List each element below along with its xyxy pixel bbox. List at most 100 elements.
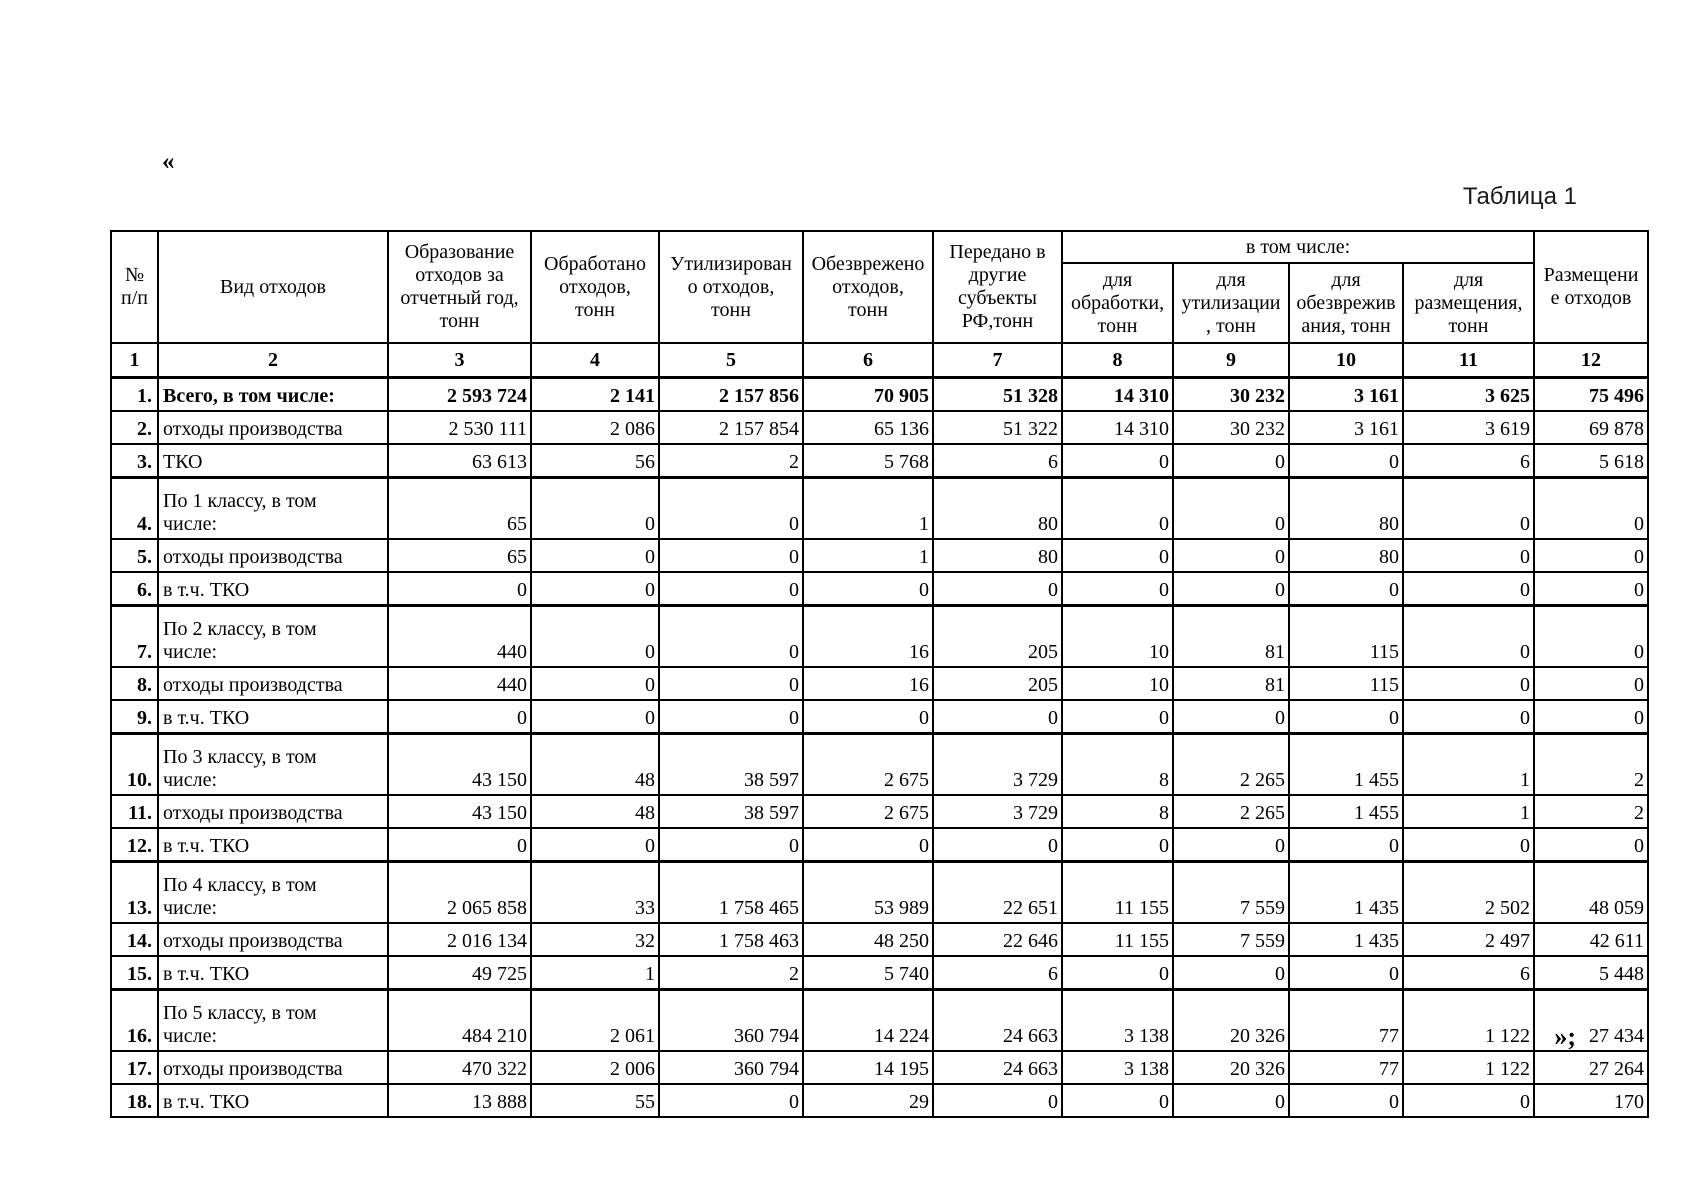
value-cell: 5 740 — [802, 955, 934, 991]
table-row: 18. в т.ч. ТКО 13 888 55 0 29 0 0 0 0 0 170 — [110, 1083, 1649, 1118]
header-row-main: № п/п Вид отходов Образование отходов за… — [110, 230, 1649, 344]
value-cell: 0 — [1061, 955, 1174, 991]
value-cell: 53 989 — [802, 860, 934, 924]
value-cell: 2 006 — [530, 1050, 660, 1085]
value-cell: 0 — [1172, 699, 1290, 735]
value-cell: 22 646 — [932, 922, 1063, 957]
value-cell: 1 455 — [1288, 794, 1404, 829]
column-number-cell: 5 — [658, 342, 804, 379]
waste-type-cell: отходы производства — [157, 666, 389, 701]
value-cell: 81 — [1172, 666, 1290, 701]
column-number-cell: 12 — [1533, 342, 1649, 379]
value-cell: 48 — [530, 794, 660, 829]
value-cell: 170 — [1533, 1083, 1649, 1118]
value-cell: 3 161 — [1288, 410, 1404, 445]
value-cell: 1 435 — [1288, 922, 1404, 957]
waste-type-cell: в т.ч. ТКО — [157, 571, 389, 607]
value-cell: 205 — [932, 666, 1063, 701]
value-cell: 16 — [802, 604, 934, 668]
value-cell: 65 — [387, 476, 532, 540]
waste-type-cell: По 1 классу, в том числе: — [157, 476, 389, 540]
waste-type-cell: в т.ч. ТКО — [157, 1083, 389, 1118]
value-cell: 1 — [802, 476, 934, 540]
value-cell: 0 — [1533, 604, 1649, 668]
value-cell: 2 141 — [530, 376, 660, 412]
value-cell: 0 — [530, 827, 660, 863]
table-row: 11. отходы производства 43 150 48 38 597 2 67… — [110, 794, 1649, 829]
column-number-cell: 6 — [802, 342, 934, 379]
value-cell: 360 794 — [658, 988, 804, 1052]
value-cell: 205 — [932, 604, 1063, 668]
waste-type-cell: По 3 классу, в том числе: — [157, 732, 389, 796]
waste-type-cell: отходы производства — [157, 794, 389, 829]
value-cell: 43 150 — [387, 794, 532, 829]
value-cell: 0 — [658, 604, 804, 668]
value-cell: 0 — [932, 699, 1063, 735]
value-cell: 0 — [658, 1083, 804, 1118]
value-cell: 115 — [1288, 666, 1404, 701]
table-row: 8. отходы производства 440 0 0 16 205 10 81 115 0 0 — [110, 666, 1649, 701]
value-cell: 2 265 — [1172, 794, 1290, 829]
value-cell: 48 250 — [802, 922, 934, 957]
value-cell: 0 — [658, 571, 804, 607]
value-cell: 0 — [802, 827, 934, 863]
value-cell: 8 — [1061, 794, 1174, 829]
value-cell: 0 — [530, 699, 660, 735]
value-cell: 0 — [1288, 443, 1404, 479]
value-cell: 1 122 — [1402, 1050, 1535, 1085]
value-cell: 1 122 — [1402, 988, 1535, 1052]
value-cell: 115 — [1288, 604, 1404, 668]
value-cell: 65 136 — [802, 410, 934, 445]
value-cell: 2 — [658, 443, 804, 479]
value-cell: 0 — [1288, 827, 1404, 863]
value-cell: 0 — [1172, 955, 1290, 991]
value-cell: 0 — [1402, 476, 1535, 540]
value-cell: 1 435 — [1288, 860, 1404, 924]
table-row: 16. По 5 классу, в том числе: 484 210 2 061… — [110, 988, 1649, 1052]
col-header-neutralized: Обезврежено отходов, тонн — [802, 230, 934, 344]
value-cell: 360 794 — [658, 1050, 804, 1085]
value-cell: 63 613 — [387, 443, 532, 479]
value-cell: 48 059 — [1533, 860, 1649, 924]
row-number-cell: 16. — [110, 988, 159, 1052]
col-header-utilized: Утилизирован о отходов, тонн — [658, 230, 804, 344]
header-row-sub: для обработки, тонн для утилизации , тон… — [111, 262, 1648, 344]
value-cell: 38 597 — [658, 732, 804, 796]
row-number-cell: 12. — [110, 827, 159, 863]
value-cell: 0 — [1533, 538, 1649, 573]
row-number-cell: 3. — [110, 443, 159, 479]
value-cell: 80 — [1288, 538, 1404, 573]
value-cell: 2 265 — [1172, 732, 1290, 796]
value-cell: 0 — [1172, 443, 1290, 479]
waste-type-cell: в т.ч. ТКО — [157, 827, 389, 863]
value-cell: 3 138 — [1061, 1050, 1174, 1085]
value-cell: 1 455 — [1288, 732, 1404, 796]
value-cell: 77 — [1288, 988, 1404, 1052]
value-cell: 0 — [1533, 571, 1649, 607]
value-cell: 3 619 — [1402, 410, 1535, 445]
value-cell: 440 — [387, 666, 532, 701]
col-header-for-utilization: для утилизации , тонн — [1172, 262, 1290, 344]
value-cell: 0 — [1533, 476, 1649, 540]
value-cell: 0 — [1061, 443, 1174, 479]
value-cell: 11 155 — [1061, 860, 1174, 924]
value-cell: 27 264 — [1533, 1050, 1649, 1085]
value-cell: 0 — [658, 666, 804, 701]
value-cell: 0 — [658, 699, 804, 735]
row-number-cell: 13. — [110, 860, 159, 924]
value-cell: 6 — [932, 443, 1063, 479]
value-cell: 51 328 — [932, 376, 1063, 412]
value-cell: 2 530 111 — [387, 410, 532, 445]
value-cell: 7 559 — [1172, 922, 1290, 957]
table-row: 3. ТКО 63 613 56 2 5 768 6 0 0 0 6 5 618 — [110, 443, 1649, 479]
value-cell: 440 — [387, 604, 532, 668]
value-cell: 0 — [1061, 538, 1174, 573]
value-cell: 0 — [1288, 699, 1404, 735]
table-row: 4. По 1 классу, в том числе: 65 0 0 1 80 0 0 80 0 0 — [110, 476, 1649, 540]
value-cell: 75 496 — [1533, 376, 1649, 412]
value-cell: 80 — [932, 538, 1063, 573]
value-cell: 0 — [1172, 827, 1290, 863]
col-header-processed: Обработано отходов, тонн — [530, 230, 660, 344]
value-cell: 0 — [530, 476, 660, 540]
col-header-generated: Образование отходов за отчетный год, тон… — [387, 230, 532, 344]
